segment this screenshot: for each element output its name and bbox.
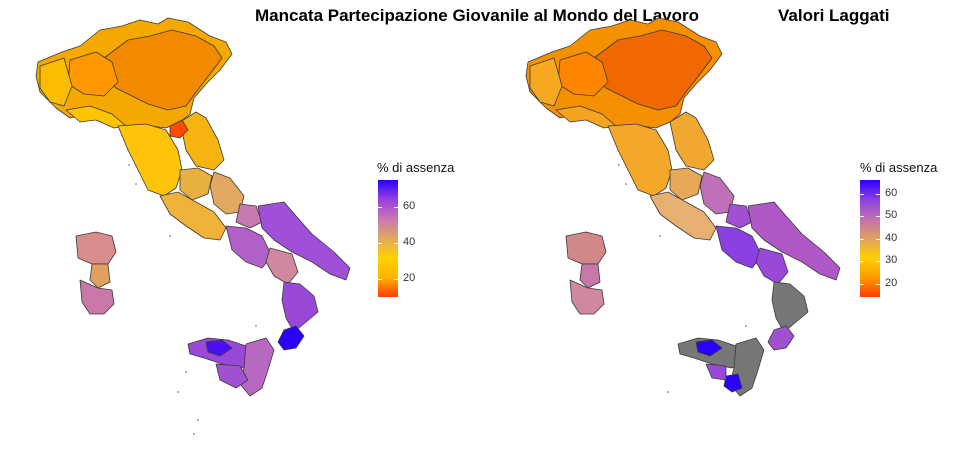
legend-tick-mark (876, 216, 880, 217)
left-legend-colorbar (378, 180, 398, 297)
legend-tick-label: 30 (885, 254, 898, 266)
lazio-region (649, 191, 717, 241)
umbria-region (179, 167, 213, 201)
left-map-title: Mancata Partecipazione Giovanile al Mond… (255, 6, 699, 25)
legend-tick-mark (860, 238, 864, 240)
right-choropleth-map (525, 17, 841, 397)
abruzzo-region (699, 171, 735, 215)
calabria-south-province (767, 325, 795, 351)
right-legend-title: % di assenza (860, 160, 938, 175)
molise-region (725, 203, 753, 229)
legend-tick-mark (394, 279, 398, 280)
lazio-region (159, 191, 227, 241)
legend-tick-label: 40 (885, 231, 898, 244)
high-unemployment-province-north (169, 119, 189, 139)
legend-tick-mark (378, 279, 382, 280)
northwest-region (39, 57, 73, 107)
campania-region (715, 225, 763, 269)
apulia-region (747, 201, 841, 281)
tuscany-region (607, 123, 673, 197)
legend-tick-mark (876, 283, 880, 285)
calabria-south-province (277, 325, 305, 351)
legend-tick-mark (860, 283, 864, 285)
right-legend-colorbar (860, 180, 880, 297)
basilicata-region (755, 247, 789, 285)
northwest-region (529, 57, 563, 107)
legend-tick-mark (394, 243, 398, 244)
apulia-region (257, 201, 351, 281)
right-map-title: Valori Laggati (778, 6, 890, 25)
sardinia-south (569, 279, 605, 315)
legend-tick-mark (860, 261, 864, 262)
legend-tick-mark (378, 207, 382, 208)
sicily-northwest-province (695, 339, 723, 357)
sardinia-north (565, 231, 607, 265)
basilicata-region (265, 247, 299, 285)
northeast-region (103, 29, 223, 111)
molise-region (235, 203, 263, 229)
marche-region (179, 111, 225, 171)
legend-tick-mark (860, 216, 864, 217)
legend-tick-mark (394, 207, 398, 208)
legend-tick-mark (876, 238, 880, 240)
legend-tick-label: 20 (885, 276, 898, 289)
abruzzo-region (209, 171, 245, 215)
legend-tick-mark (860, 193, 864, 195)
legend-tick-mark (876, 193, 880, 195)
legend-tick-label: 50 (885, 209, 898, 221)
sicily-northwest-province (205, 339, 233, 357)
umbria-region (669, 167, 703, 201)
campania-region (225, 225, 273, 269)
calabria-region (771, 281, 809, 333)
northeast-region (593, 29, 713, 111)
legend-tick-label: 20 (403, 272, 416, 284)
sardinia-south (79, 279, 115, 315)
legend-tick-label: 60 (403, 200, 416, 212)
legend-tick-mark (876, 261, 880, 262)
sicily-central (705, 363, 727, 381)
sicily-south (723, 373, 743, 393)
legend-tick-mark (378, 243, 382, 244)
legend-tick-label: 60 (885, 186, 898, 199)
left-legend-title: % di assenza (377, 160, 455, 175)
sardinia-middle (89, 263, 111, 289)
sicily-south (215, 363, 249, 389)
sardinia-middle (579, 263, 601, 289)
marche-region (669, 111, 715, 171)
calabria-region (281, 281, 319, 333)
tuscany-region (117, 123, 183, 197)
sardinia-north (75, 231, 117, 265)
legend-tick-label: 40 (403, 236, 416, 248)
left-choropleth-map (35, 17, 351, 435)
